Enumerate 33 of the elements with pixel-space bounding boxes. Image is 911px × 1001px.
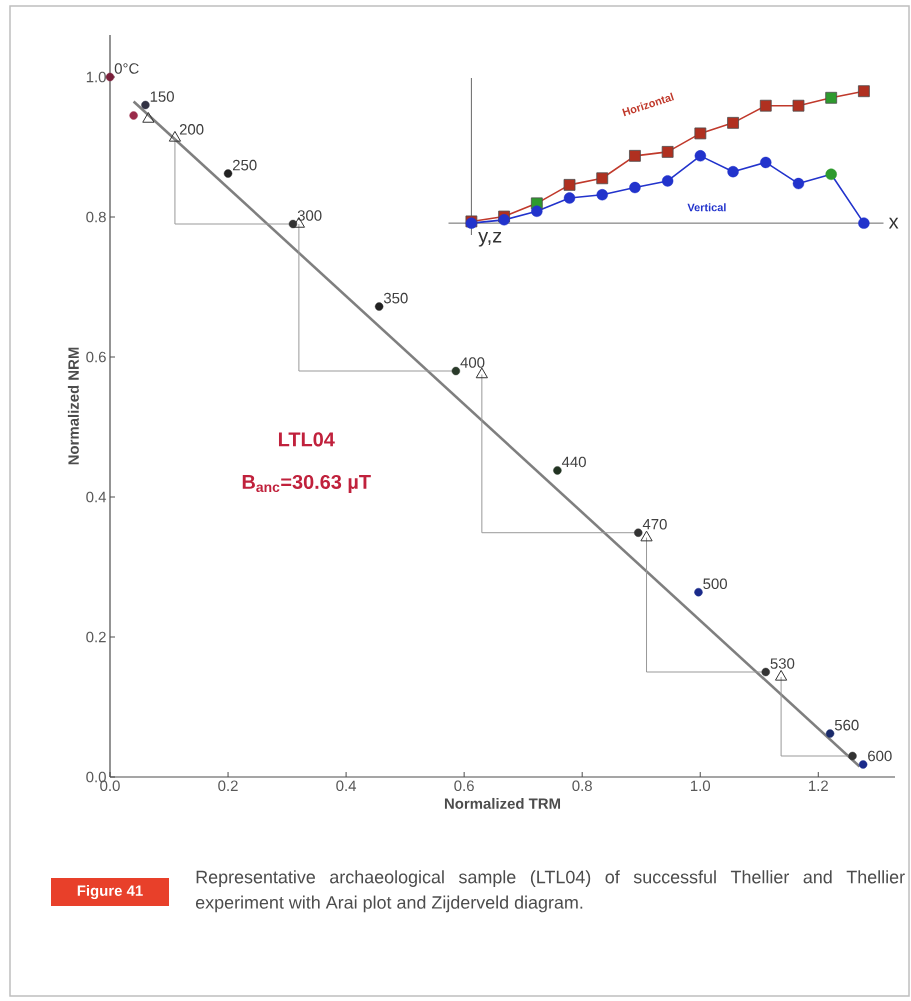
y-tick-label: 0.6 [86, 351, 106, 363]
text: Representative archaeological sample (LTL04) of successful Thellier and Thellier experiment with Arai plot and Zijderveld diagram. [195, 870, 905, 913]
annotation: 400 [460, 357, 485, 368]
y-tick-label: 0.2 [86, 631, 106, 643]
x-tick-label: 0.8 [572, 780, 592, 792]
annotation: 0°C [114, 63, 139, 74]
annotation: 300 [297, 210, 322, 221]
y-tick-label: 0.8 [86, 211, 106, 223]
y-tick-label: 0.4 [86, 491, 107, 503]
annotation: 250 [232, 159, 257, 171]
annotation: 350 [383, 292, 408, 304]
annotation: LTL04 [278, 432, 335, 447]
annotation: 470 [642, 518, 667, 530]
annotation: 200 [179, 124, 204, 135]
x-axis-title: x [888, 217, 899, 229]
annotation: 530 [770, 658, 795, 669]
y-tick-label: 1.0 [86, 71, 106, 83]
text: Vertical [687, 203, 726, 212]
annotation: 560 [834, 719, 859, 731]
x-tick-label: 0.2 [218, 780, 238, 792]
annotation: 150 [150, 91, 174, 102]
annotation: 440 [561, 456, 586, 468]
annotation: 500 [703, 578, 727, 590]
x-tick-label: 1.2 [809, 780, 828, 791]
x-tick-label: 1.0 [690, 780, 711, 792]
y-axis-title: Normalized NRM [67, 347, 79, 465]
caption: Figure 41 [77, 885, 143, 900]
annotation: B$_{anc}$=30.63 µT [242, 474, 371, 493]
annotation: y,z [478, 231, 502, 247]
x-tick-label: 0.6 [454, 780, 474, 792]
annotation: 600 [868, 750, 892, 762]
x-axis-title: Normalized TRM [444, 797, 561, 809]
x-tick-label: 0.4 [336, 780, 357, 792]
